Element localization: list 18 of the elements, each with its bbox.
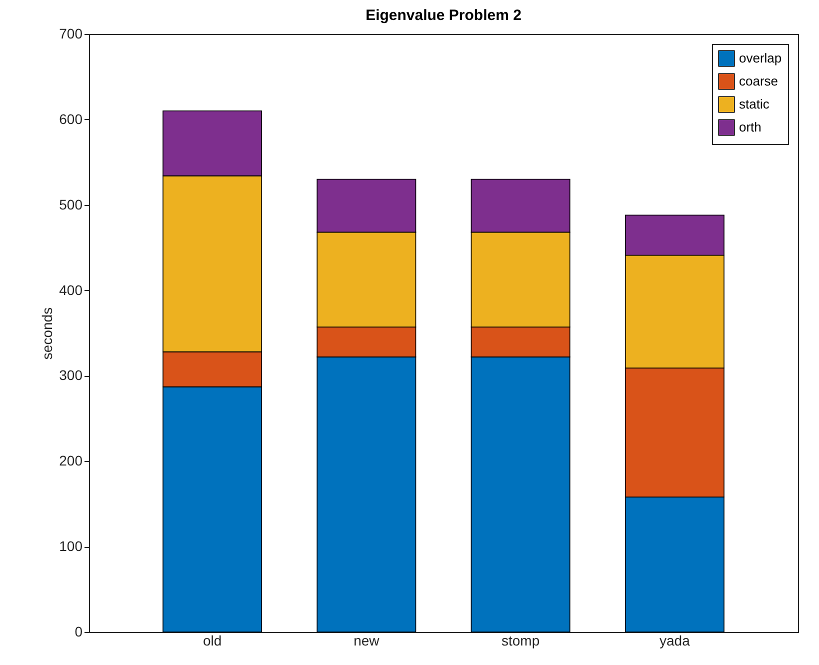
y-tick-label: 100 xyxy=(59,538,83,554)
x-tick-label: new xyxy=(354,632,380,648)
y-tick-label: 0 xyxy=(74,624,83,640)
legend-label: coarse xyxy=(739,74,778,88)
legend-label: orth xyxy=(739,120,762,134)
y-tick-label: 700 xyxy=(59,26,83,42)
x-tick-label: yada xyxy=(660,632,690,648)
legend-label: overlap xyxy=(739,50,782,66)
y-tick-label: 200 xyxy=(59,452,83,469)
y-tick-label: 500 xyxy=(59,196,83,212)
y-tick-label: 600 xyxy=(59,110,83,127)
legend-label: static xyxy=(739,96,770,112)
y-axis-title: seconds xyxy=(39,307,56,360)
y-tick-label: 400 xyxy=(59,282,83,298)
x-tick-label: stomp xyxy=(502,632,540,648)
y-tick-label: 300 xyxy=(59,367,83,384)
chart-title: Eigenvalue Problem 2 xyxy=(366,7,522,24)
x-tick-label: old xyxy=(202,632,222,648)
